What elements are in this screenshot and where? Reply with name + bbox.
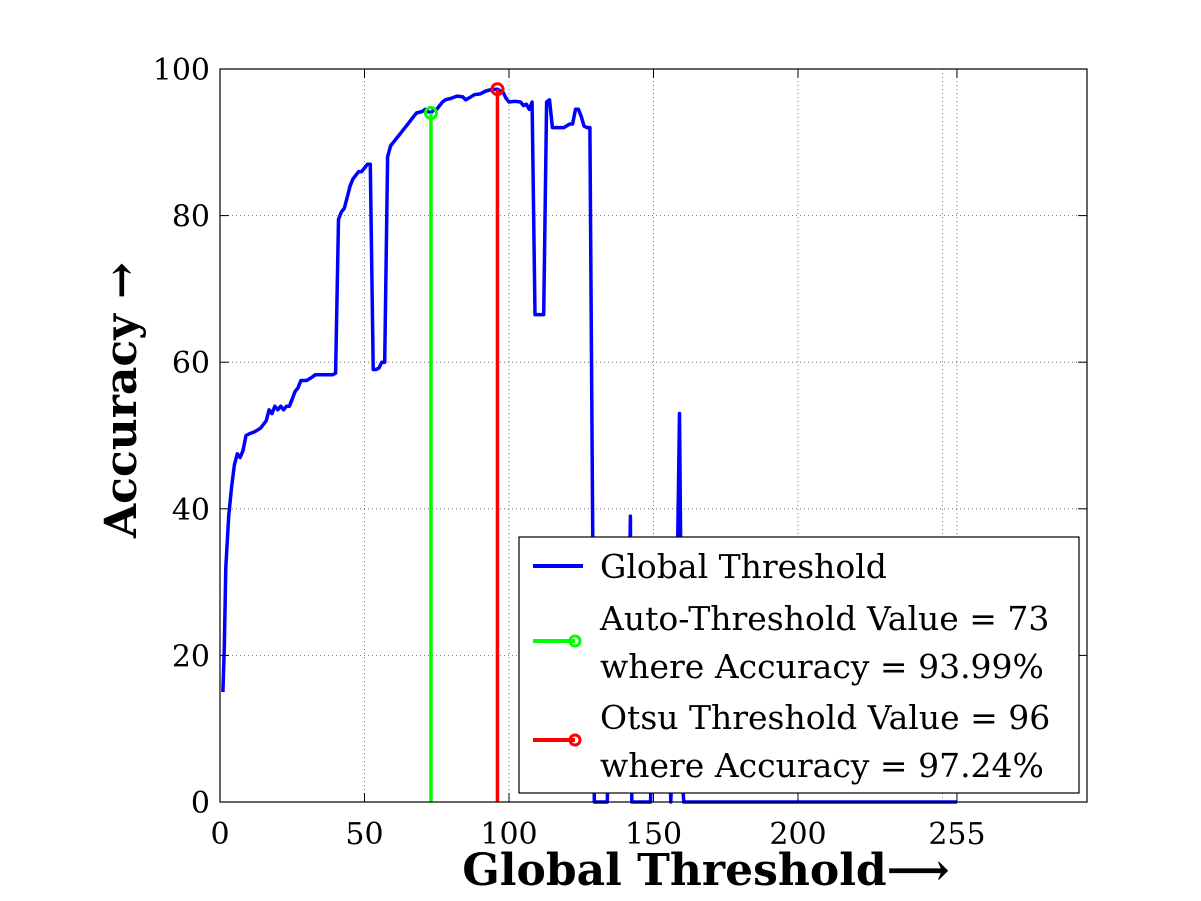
x-tick-label: 0 [210, 817, 229, 852]
ticks: 0 50 100 150 200 255 0 20 40 60 80 100 [153, 53, 1087, 852]
legend-label-otsu-threshold: Otsu Threshold Value = 96 [600, 698, 1050, 737]
y-tick-label: 80 [172, 200, 210, 235]
plot-area [221, 82, 957, 804]
x-axis-label: Global Threshold⟶ [462, 845, 950, 896]
legend-marker-auto-threshold [568, 634, 582, 648]
legend-box [518, 536, 1080, 794]
legend-label-global-threshold: Global Threshold [600, 547, 887, 586]
legend: Global Threshold Auto-Threshold Value = … [518, 536, 1080, 794]
y-tick-label: 40 [172, 493, 210, 528]
x-tick-label: 50 [345, 817, 383, 852]
legend-marker-otsu-threshold [568, 733, 582, 747]
y-tick-label: 60 [172, 346, 210, 381]
legend-label-auto-threshold-accuracy: where Accuracy = 93.99% [600, 647, 1044, 686]
legend-label-auto-threshold: Auto-Threshold Value = 73 [599, 599, 1049, 638]
marker-auto-threshold [423, 106, 438, 121]
x-tick-label: 200 [769, 817, 826, 852]
x-tick-label: 100 [480, 817, 537, 852]
grid [220, 69, 1087, 802]
marker-otsu-threshold [490, 82, 505, 97]
y-tick-label: 100 [153, 53, 210, 88]
series-line-global-threshold [221, 87, 957, 804]
x-tick-label: 150 [625, 817, 682, 852]
x-tick-label: 255 [928, 817, 985, 852]
y-tick-label: 20 [172, 639, 210, 674]
y-tick-label: 0 [191, 786, 210, 821]
legend-label-otsu-threshold-accuracy: where Accuracy = 97.24% [600, 746, 1044, 785]
y-axis-label: Accuracy → [96, 262, 147, 539]
